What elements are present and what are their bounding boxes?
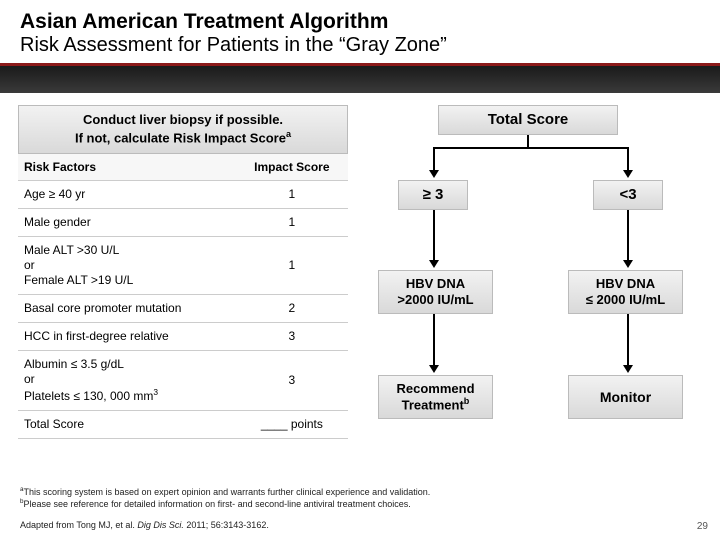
node-hbv-high: HBV DNA >2000 IU/mL (378, 270, 493, 314)
node-recommend: Recommend Treatmentb (378, 375, 493, 419)
factor-cell: Male ALT >30 U/L or Female ALT >19 U/L (18, 237, 236, 295)
node-ge3: ≥ 3 (398, 180, 468, 210)
table-row-total: Total Score____ points (18, 411, 348, 439)
edge (433, 314, 435, 367)
score-cell: 3 (236, 323, 348, 351)
score-cell: 2 (236, 295, 348, 323)
factor-cell: Albumin ≤ 3.5 g/dL or Platelets ≤ 130, 0… (18, 351, 236, 411)
biopsy-line1: Conduct liver biopsy if possible. (83, 112, 283, 127)
table-row: HCC in first-degree relative3 (18, 323, 348, 351)
table-row: Male gender1 (18, 209, 348, 237)
edge (433, 147, 435, 172)
page-title: Asian American Treatment Algorithm (20, 10, 700, 34)
edge (433, 210, 435, 262)
factor-cell: Basal core promoter mutation (18, 295, 236, 323)
arrowhead-icon (623, 170, 633, 178)
risk-table-panel: Conduct liver biopsy if possible. If not… (18, 105, 348, 445)
node-total-score: Total Score (438, 105, 618, 135)
risk-table-body: Age ≥ 40 yr1 Male gender1 Male ALT >30 U… (18, 181, 348, 439)
biopsy-instruction-box: Conduct liver biopsy if possible. If not… (18, 105, 348, 154)
citation: Adapted from Tong MJ, et al. Dig Dis Sci… (20, 520, 269, 530)
col-risk-factors: Risk Factors (18, 154, 236, 181)
content-area: Conduct liver biopsy if possible. If not… (0, 93, 720, 445)
dark-band (0, 63, 720, 93)
total-label: Total Score (18, 411, 236, 439)
node-lt3: <3 (593, 180, 663, 210)
col-impact-score: Impact Score (236, 154, 348, 181)
score-cell: 1 (236, 181, 348, 209)
edge (527, 135, 529, 147)
footnotes: aThis scoring system is based on expert … (20, 486, 430, 510)
arrowhead-icon (623, 365, 633, 373)
table-row: Basal core promoter mutation2 (18, 295, 348, 323)
table-row: Age ≥ 40 yr1 (18, 181, 348, 209)
edge (433, 147, 629, 149)
factor-cell: HCC in first-degree relative (18, 323, 236, 351)
title-block: Asian American Treatment Algorithm Risk … (0, 0, 720, 63)
table-row: Albumin ≤ 3.5 g/dL or Platelets ≤ 130, 0… (18, 351, 348, 411)
arrowhead-icon (429, 365, 439, 373)
score-cell: 1 (236, 237, 348, 295)
footnote-a: aThis scoring system is based on expert … (20, 486, 430, 498)
edge (627, 314, 629, 367)
page-subtitle: Risk Assessment for Patients in the “Gra… (20, 34, 700, 57)
page-number: 29 (697, 521, 708, 532)
title-bold: Asian American Treatment Algorithm (20, 10, 388, 33)
node-monitor: Monitor (568, 375, 683, 419)
total-value: ____ points (236, 411, 348, 439)
node-hbv-low: HBV DNA ≤ 2000 IU/mL (568, 270, 683, 314)
arrowhead-icon (623, 260, 633, 268)
arrowhead-icon (429, 260, 439, 268)
flowchart: Total Score ≥ 3 <3 HBV DNA >2000 IU/mL H… (368, 105, 702, 445)
score-cell: 3 (236, 351, 348, 411)
arrowhead-icon (429, 170, 439, 178)
factor-cell: Age ≥ 40 yr (18, 181, 236, 209)
table-row: Male ALT >30 U/L or Female ALT >19 U/L1 (18, 237, 348, 295)
score-cell: 1 (236, 209, 348, 237)
factor-cell: Male gender (18, 209, 236, 237)
biopsy-line2: If not, calculate Risk Impact Score (75, 130, 286, 145)
risk-factors-table: Risk Factors Impact Score Age ≥ 40 yr1 M… (18, 154, 348, 439)
edge (627, 147, 629, 172)
biopsy-sup: a (286, 129, 291, 139)
edge (627, 210, 629, 262)
footnote-b: bPlease see reference for detailed infor… (20, 498, 430, 510)
